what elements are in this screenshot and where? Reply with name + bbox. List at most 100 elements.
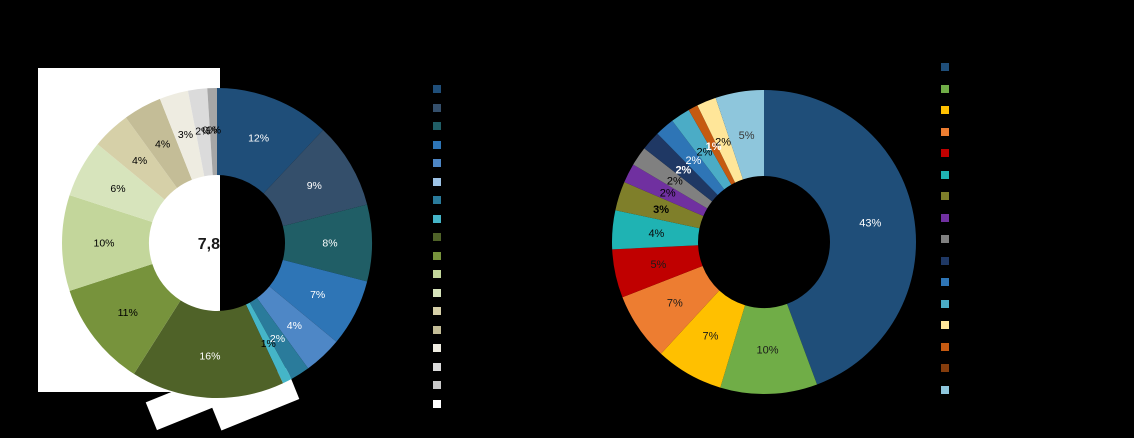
slice-percent-label: 10% [93, 238, 114, 250]
slice-percent-label: 2% [685, 155, 701, 167]
slice-percent-label: 2% [660, 188, 676, 200]
legend-swatch [433, 122, 441, 130]
legend-swatch [433, 399, 441, 408]
legend-swatch [433, 251, 441, 260]
slice-percent-label: 1% [706, 141, 722, 153]
legend-swatch [433, 159, 441, 167]
legend-swatch [941, 106, 949, 114]
donut-chart-left: 12%9%8%7%4%2%1%16%11%10%6%4%4%3% 2%0%1%7,… [62, 88, 373, 399]
slice-percent-label: 2% [270, 333, 285, 345]
legend-swatch [433, 307, 441, 315]
donut-slice [660, 290, 746, 388]
legend-swatch [433, 214, 441, 223]
legend-swatch [941, 342, 949, 351]
legend-swatch [433, 85, 441, 93]
legend-swatch [433, 270, 441, 278]
donut-slice [697, 97, 743, 183]
slice-percent-label: 4% [132, 155, 147, 167]
legend-swatch [941, 299, 949, 308]
slice-percent-label: 1% [206, 125, 221, 137]
slice-percent-label: 7% [703, 330, 719, 342]
donut-slice [125, 98, 192, 188]
slice-percent-label: 1% [261, 338, 276, 350]
slice-percent-label: 8% [322, 238, 337, 250]
legend-swatch [433, 177, 441, 186]
donut-slice [263, 130, 368, 227]
donut-slice [62, 195, 153, 291]
legend-swatch [941, 385, 949, 394]
donut-slice [133, 300, 283, 399]
donut-slice [217, 88, 324, 194]
donut-slice [615, 182, 704, 229]
donut-center-total: 7,8 [198, 236, 220, 253]
slice-percent-label: 0% [202, 125, 217, 137]
legend-swatch [433, 140, 441, 149]
legend-swatch [433, 362, 441, 371]
legend-swatch [433, 344, 441, 352]
slice-percent-label: 10% [756, 344, 778, 356]
slice-percent-label: 5% [739, 130, 755, 142]
donut-slice [249, 298, 309, 379]
donut-slice [657, 120, 725, 195]
slice-percent-label: 4% [287, 320, 302, 332]
slice-percent-label: 4% [155, 139, 170, 151]
donut-slice [622, 266, 720, 354]
slice-percent-label: 2% [195, 125, 210, 137]
donut-slice [69, 264, 181, 374]
slice-percent-label: 5% [650, 259, 666, 271]
donut-slice [207, 88, 217, 176]
slice-percent-label: 12% [248, 132, 269, 144]
donut-slice [688, 105, 736, 185]
legend-swatch [941, 364, 949, 372]
legend-swatch [433, 103, 441, 112]
legend-swatch [433, 288, 441, 297]
slice-percent-label: 4% [648, 228, 664, 240]
donut-slice [612, 210, 700, 250]
slice-percent-label: 2% [697, 146, 713, 158]
legend-swatch [941, 278, 949, 286]
donut-slice [269, 259, 368, 342]
slice-percent-label: 11% [118, 307, 138, 319]
slice-percent-label: 6% [110, 183, 125, 195]
legend-swatch [941, 170, 949, 179]
slice-percent-label: 16% [199, 350, 220, 362]
donut-slice [720, 303, 818, 395]
slice-percent-label: 3% [653, 204, 669, 216]
donut-slice [715, 90, 764, 180]
legend-swatch [941, 149, 949, 157]
legend-right [941, 63, 949, 394]
donut-slice [256, 286, 337, 369]
slice-percent-label: 2% [715, 137, 731, 149]
donut-slice [245, 302, 292, 384]
legend-swatch [941, 127, 949, 136]
donut-slice [612, 245, 703, 298]
slice-percent-label: 9% [307, 180, 322, 192]
donut-slice [282, 204, 373, 282]
legend-swatch [433, 381, 441, 389]
legend-swatch [941, 63, 949, 71]
slice-percent-label: 7% [667, 297, 683, 309]
slice-percent-label: 2% [675, 165, 691, 177]
legend-swatch [433, 233, 441, 241]
slice-percent-label: 3% [178, 129, 193, 141]
donut-chart-right: 43%10%7%7%5%4%3%2%2%2%2%2%1%2%5% [612, 90, 917, 395]
donut-slice [644, 133, 718, 202]
legend-swatch [433, 325, 441, 334]
donut-slice [672, 109, 732, 190]
legend-swatch [941, 256, 949, 265]
donut-slice [187, 88, 213, 177]
legend-left [433, 85, 441, 408]
donut-slice [764, 90, 917, 385]
legend-swatch [941, 321, 949, 329]
donut-slice [159, 90, 205, 180]
donut-slice [97, 117, 178, 200]
legend-swatch [941, 235, 949, 243]
donut-slice [69, 144, 165, 222]
legend-swatch [941, 213, 949, 222]
donut-slice [633, 148, 713, 209]
donut-slice [624, 164, 708, 216]
slice-percent-label: 43% [859, 217, 881, 229]
legend-swatch [941, 84, 949, 93]
legend-swatch [941, 192, 949, 200]
